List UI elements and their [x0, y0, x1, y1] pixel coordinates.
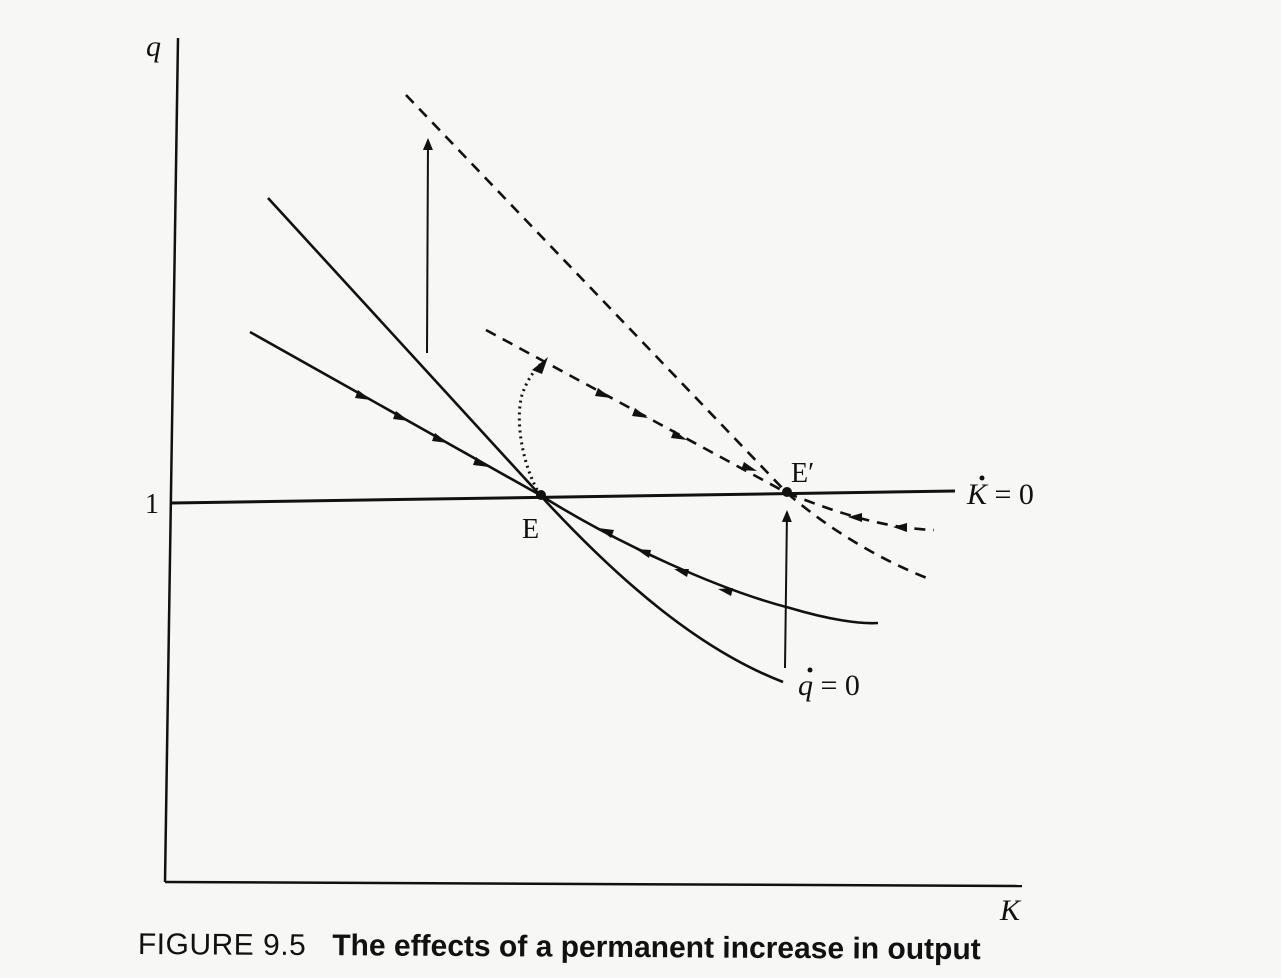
saddle-arrow-1: [355, 390, 371, 400]
y-axis-label: q: [146, 30, 161, 63]
equilibrium-e-prime-label: E′: [791, 458, 814, 489]
q-dot-zero-locus: [267, 197, 784, 684]
figure-number: FIGURE 9.5: [137, 928, 307, 963]
new-saddle-arrow-1: [595, 388, 611, 398]
new-saddle-arrow-2: [632, 408, 648, 418]
y-axis: [163, 37, 180, 883]
q-dot-equals: = 0: [813, 669, 860, 702]
q-dot-symbol: q: [798, 669, 813, 702]
k-dot-symbol-dot: [979, 475, 985, 481]
saddle-arrow-3: [432, 433, 448, 443]
jump-arrowhead: [532, 357, 548, 374]
new-saddle-arrow-6: [893, 523, 907, 532]
equilibrium-e-label: E: [522, 514, 539, 545]
new-saddle-arrow-4: [741, 462, 757, 471]
saddle-path: [249, 330, 879, 625]
saddle-arrow-4: [473, 457, 489, 467]
saddle-arrow-6: [636, 549, 651, 558]
q-dot-zero-label: q = 0: [798, 667, 860, 702]
x-axis: [164, 880, 1023, 888]
equilibrium-e-prime-dot: [782, 487, 792, 497]
saddle-arrow-7: [674, 569, 689, 577]
k-dot-zero-label: K = 0: [966, 475, 1034, 511]
svg-text:K = 0: K = 0: [966, 478, 1034, 511]
saddle-arrow-5: [598, 528, 614, 538]
new-saddle-arrow-5: [848, 513, 862, 522]
equilibrium-e-dot: [536, 490, 546, 500]
saddle-arrow-2: [393, 411, 409, 421]
shift-arrow-lower: [781, 510, 792, 669]
q-dot-symbol-dot: [807, 667, 813, 673]
x-axis-label: K: [999, 894, 1022, 927]
k-dot-equals: = 0: [987, 478, 1034, 511]
y-tick-one: 1: [145, 489, 159, 520]
shift-arrow-upper: [422, 138, 433, 354]
k-dot-symbol: K: [966, 478, 989, 511]
figure-caption: FIGURE 9.5 The effects of a permanent inc…: [138, 928, 1238, 969]
new-q-dot-zero-locus: [405, 94, 933, 582]
new-saddle-path: [485, 328, 935, 532]
svg-text:q = 0: q = 0: [798, 669, 860, 702]
new-saddle-arrow-3: [671, 430, 687, 440]
k-dot-zero-locus: [171, 489, 956, 505]
saddle-arrow-8: [718, 588, 733, 596]
figure-title: The effects of a permanent increase in o…: [332, 929, 981, 967]
